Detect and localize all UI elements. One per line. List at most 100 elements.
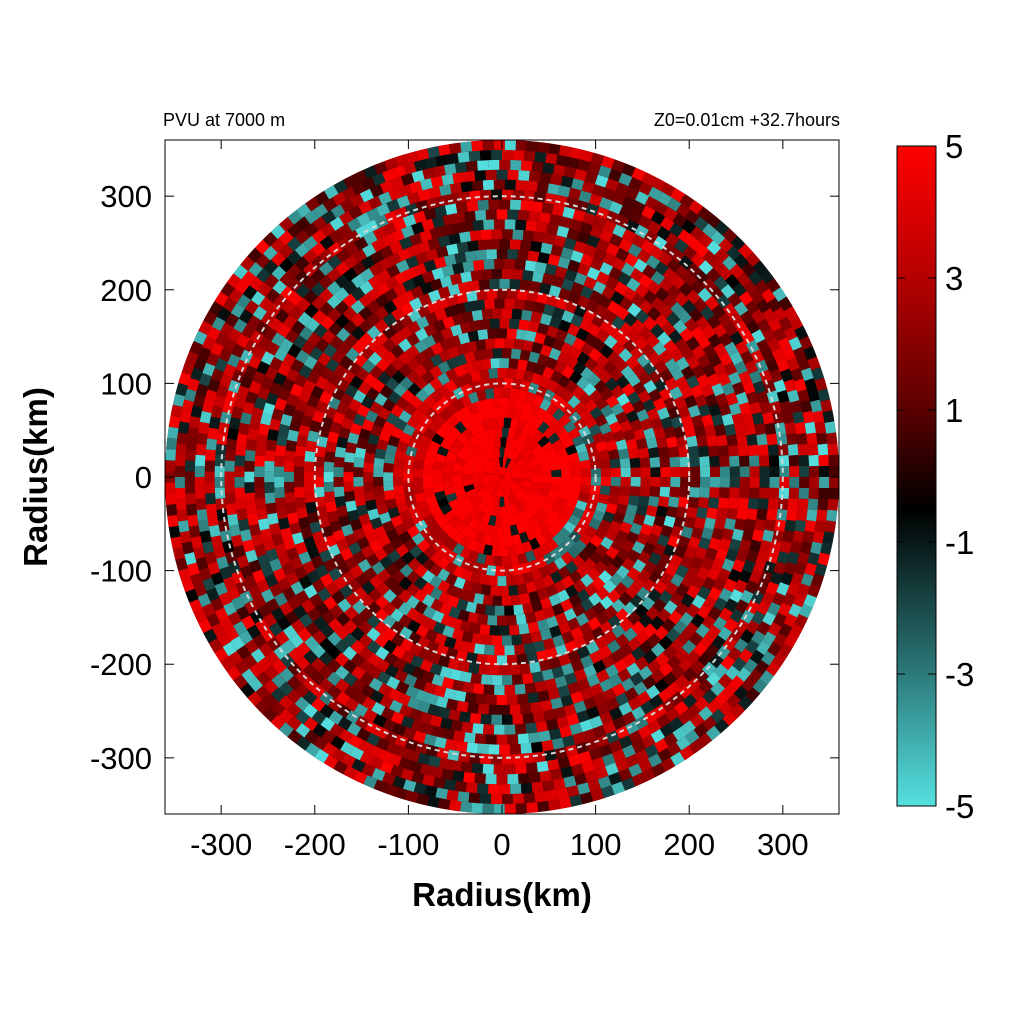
field-cell — [441, 677, 455, 690]
field-cell — [605, 502, 618, 515]
field-cell — [278, 244, 294, 259]
field-cell — [454, 587, 467, 601]
field-cell — [786, 508, 798, 522]
field-cell — [584, 607, 598, 622]
field-cell — [619, 419, 633, 433]
field-cell — [751, 630, 766, 645]
field-cell — [682, 693, 698, 709]
field-cell — [414, 612, 429, 627]
field-cell — [448, 232, 461, 245]
field-cell — [437, 798, 451, 810]
field-cell — [625, 531, 639, 545]
field-cell — [448, 426, 462, 439]
field-cell — [313, 615, 328, 631]
field-cell — [310, 385, 325, 399]
field-cell — [494, 468, 502, 477]
field-cell — [373, 485, 385, 497]
field-cell — [514, 368, 525, 381]
field-cell — [311, 643, 326, 659]
field-cell — [367, 744, 383, 759]
field-cell — [448, 606, 461, 620]
field-cell — [407, 382, 422, 397]
field-cell — [175, 383, 188, 397]
field-cell — [406, 332, 420, 347]
field-cell — [612, 749, 626, 763]
field-cell — [411, 221, 425, 235]
field-cell — [342, 293, 358, 308]
field-cell — [531, 444, 544, 456]
field-cell — [484, 604, 496, 616]
field-cell — [636, 248, 652, 264]
field-cell — [502, 427, 510, 438]
field-cell — [494, 338, 505, 349]
field-cell — [657, 331, 672, 346]
field-cell — [376, 737, 391, 751]
field-cell — [380, 233, 395, 248]
field-cell — [555, 787, 569, 800]
field-cell — [617, 494, 630, 506]
field-cell — [632, 381, 647, 395]
field-cell — [390, 764, 404, 778]
field-cell — [303, 355, 318, 370]
field-cell — [454, 421, 467, 434]
field-cell — [363, 231, 378, 246]
field-cell — [602, 579, 617, 594]
field-cell — [492, 595, 502, 606]
field-cell — [481, 634, 493, 646]
field-cell — [576, 564, 590, 578]
field-cell — [587, 450, 600, 461]
field-cell — [230, 303, 245, 318]
field-cell — [427, 795, 440, 808]
field-cell — [397, 692, 411, 706]
field-cell — [289, 419, 302, 432]
field-cell — [541, 273, 555, 286]
field-cell — [414, 339, 428, 354]
field-cell — [733, 685, 749, 701]
field-cell — [260, 412, 273, 426]
field-cell — [799, 477, 810, 489]
field-cell — [256, 433, 268, 446]
field-cell — [539, 628, 553, 641]
field-cell — [657, 496, 670, 508]
field-cell — [404, 738, 419, 752]
field-cell — [602, 219, 617, 234]
field-cell — [651, 762, 666, 777]
field-cell — [248, 523, 261, 537]
field-cell — [323, 534, 337, 548]
field-cell — [367, 351, 382, 366]
field-cell — [382, 168, 396, 182]
field-cell — [436, 445, 449, 457]
field-cell — [543, 232, 556, 245]
field-cell — [315, 601, 330, 617]
field-cell — [618, 735, 633, 749]
field-cell — [680, 365, 695, 380]
field-cell — [509, 524, 519, 536]
field-cell — [323, 754, 339, 769]
field-cell — [720, 655, 736, 671]
field-cell — [483, 259, 495, 270]
field-cell — [434, 736, 447, 749]
field-cell — [486, 654, 498, 666]
field-cell — [589, 225, 604, 239]
field-cell — [274, 347, 288, 362]
field-cell — [709, 285, 724, 301]
field-cell — [782, 592, 796, 607]
field-cell — [557, 185, 571, 198]
field-cell — [414, 492, 427, 503]
field-cell — [629, 268, 645, 283]
field-cell — [373, 415, 387, 429]
field-cell — [264, 665, 279, 681]
field-cell — [612, 716, 627, 730]
field-cell — [265, 341, 280, 356]
field-cell — [434, 453, 447, 464]
field-cell — [510, 450, 520, 462]
field-cell — [640, 239, 655, 254]
field-cell — [446, 152, 459, 165]
field-cell — [724, 341, 739, 356]
field-cell — [483, 544, 493, 556]
field-cell — [323, 381, 337, 396]
field-cell — [657, 608, 672, 623]
field-cell — [499, 199, 511, 210]
field-cell — [256, 579, 270, 594]
field-cell — [602, 430, 615, 443]
